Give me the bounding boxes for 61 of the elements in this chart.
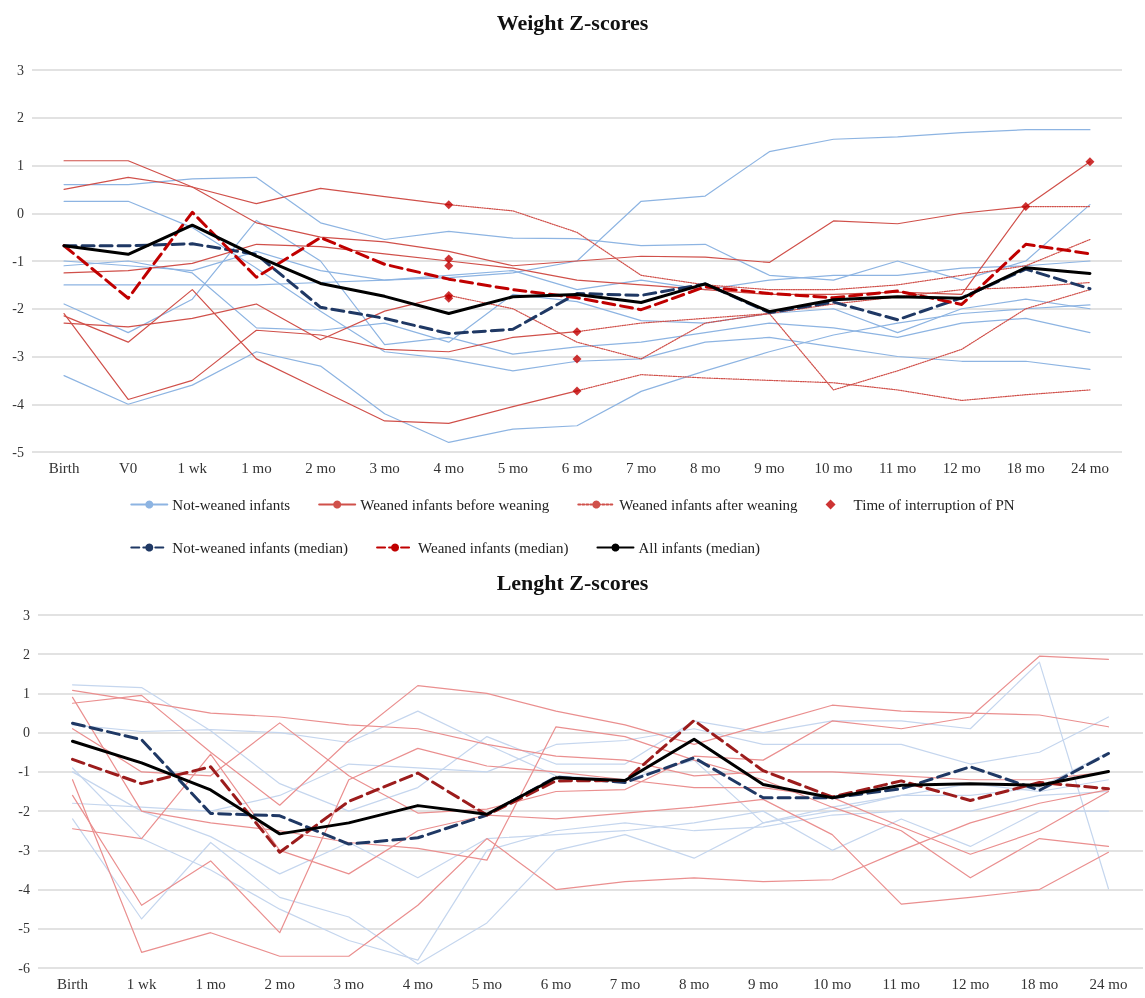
x-tick-label: 24 mo: [1089, 975, 1128, 992]
x-tick-label: 7 mo: [609, 975, 641, 992]
y-tick-label: 2: [17, 110, 24, 126]
y-tick-label: 0: [23, 725, 30, 741]
x-tick-label: Birth: [57, 975, 89, 992]
x-tick-label: 2 mo: [264, 975, 295, 992]
y-tick-label: -3: [12, 349, 24, 364]
y-tick-label: -5: [12, 444, 24, 460]
chart-title: Lenght Z-scores: [496, 569, 649, 595]
x-tick-label: 11 mo: [882, 975, 920, 992]
x-tick-label: 12 mo: [942, 459, 981, 476]
legend-label: Not-weaned infants (median): [172, 539, 349, 557]
x-tick-label: 3 mo: [333, 975, 364, 992]
y-tick-label: 1: [23, 685, 30, 701]
x-tick-label: 1 wk: [177, 459, 208, 476]
y-tick-label: -1: [12, 253, 24, 269]
x-tick-label: 24 mo: [1070, 459, 1109, 476]
y-tick-label: 3: [17, 62, 24, 78]
y-tick-label: -6: [18, 960, 30, 976]
x-tick-label: 5 mo: [471, 975, 503, 992]
x-tick-label: 8 mo: [678, 975, 710, 992]
y-tick-label: -1: [18, 764, 30, 780]
legend-label: Weaned infants (median): [418, 539, 569, 557]
x-tick-label: 8 mo: [690, 459, 721, 476]
x-tick-label: 6 mo: [540, 975, 572, 992]
legend-label: Not-weaned infants: [172, 496, 291, 513]
x-tick-label: 5 mo: [497, 459, 529, 476]
x-tick-label: 9 mo: [754, 459, 785, 476]
y-tick-label: -4: [18, 882, 30, 898]
y-tick-label: -2: [12, 301, 24, 317]
x-tick-label: 18 mo: [1020, 975, 1059, 992]
y-tick-label: -4: [12, 396, 24, 412]
x-tick-label: 4 mo: [433, 459, 464, 476]
y-tick-label: 3: [23, 607, 30, 623]
x-tick-label: 10 mo: [814, 459, 853, 476]
x-tick-label: 9 mo: [747, 975, 779, 992]
legend-label: All infants (median): [638, 539, 761, 557]
x-tick-label: 7 mo: [625, 459, 657, 476]
x-tick-label: 4 mo: [402, 975, 434, 992]
x-tick-label: 1 mo: [195, 975, 226, 992]
x-tick-label: 18 mo: [1006, 459, 1045, 476]
x-tick-label: 10 mo: [813, 975, 852, 992]
legend-label: Weaned infants before weaning: [360, 496, 550, 513]
x-tick-label: V0: [119, 459, 138, 476]
y-tick-label: -5: [18, 921, 30, 937]
y-tick-label: 2: [23, 646, 30, 662]
x-tick-label: 6 mo: [561, 459, 593, 476]
x-tick-label: 1 wk: [126, 975, 157, 992]
legend-label: Time of interruption of PN: [853, 496, 1015, 513]
x-tick-label: Birth: [48, 459, 80, 476]
chart-title: Weight Z-scores: [496, 9, 649, 35]
x-tick-label: 2 mo: [305, 459, 336, 476]
y-tick-label: -3: [18, 842, 30, 858]
y-tick-label: 0: [17, 205, 24, 221]
x-tick-label: 11 mo: [878, 459, 917, 476]
x-tick-label: 1 mo: [241, 459, 272, 476]
x-tick-label: 12 mo: [951, 975, 990, 992]
y-tick-label: -2: [18, 803, 30, 819]
y-tick-label: 1: [17, 158, 24, 173]
legend-label: Weaned infants after weaning: [619, 496, 799, 513]
x-tick-label: 3 mo: [369, 459, 400, 476]
